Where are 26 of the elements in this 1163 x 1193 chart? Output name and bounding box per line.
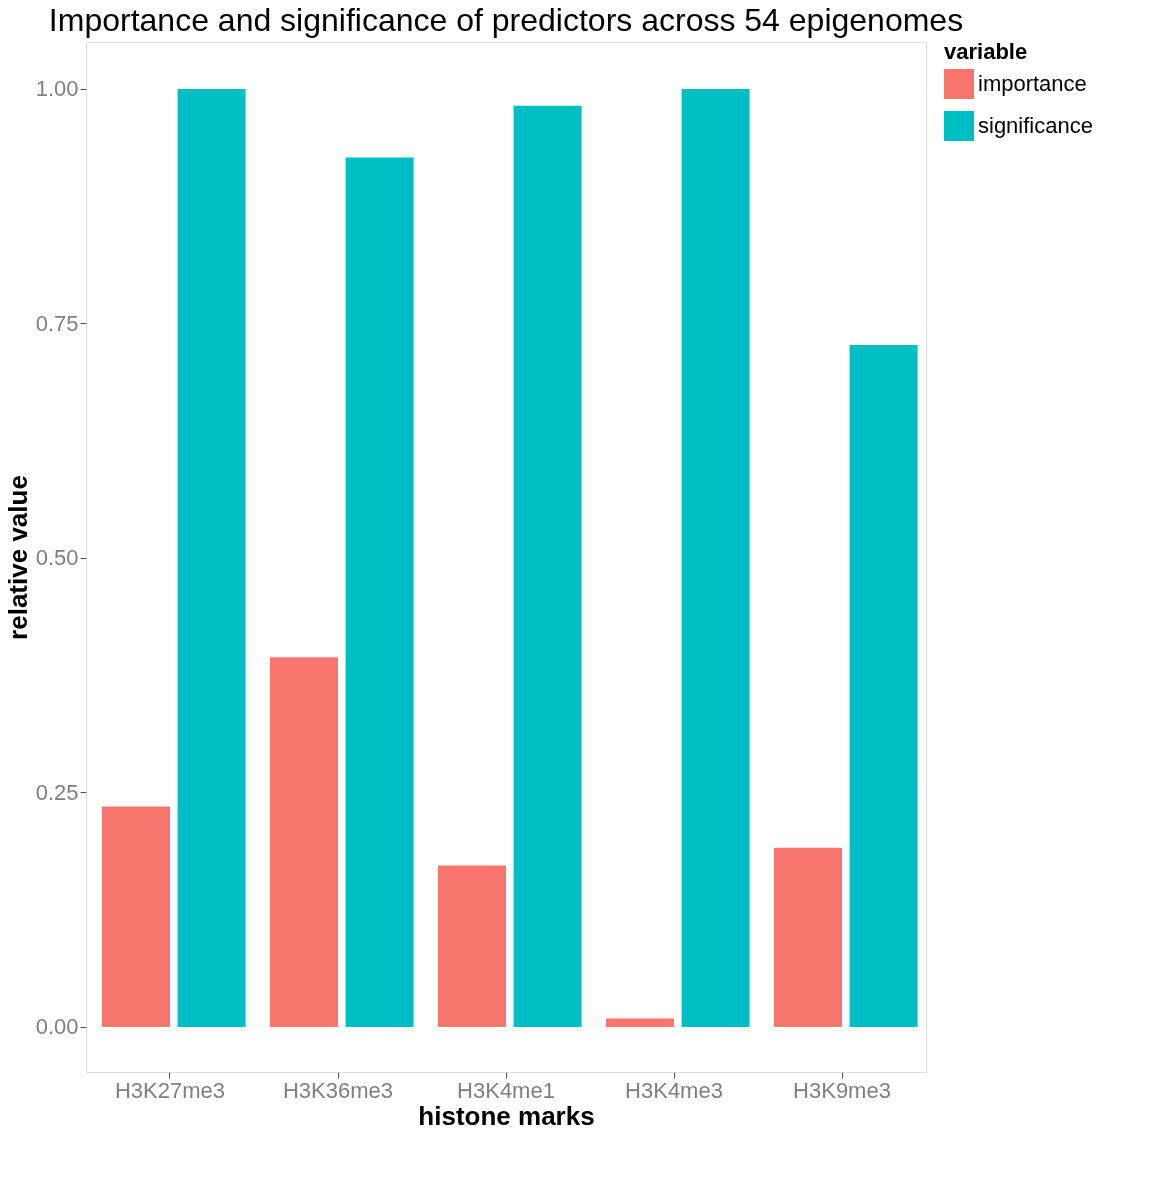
- chart-title: Importance and significance of predictors across 54 epigenomes: [48, 2, 964, 38]
- legend-label: importance: [978, 71, 1087, 96]
- y-tick-label: 0.00: [35, 1014, 79, 1040]
- legend-title: variable: [944, 39, 1028, 64]
- legend-label: significance: [978, 113, 1093, 138]
- y-tick-label: 0.75: [35, 310, 79, 336]
- bar: [849, 345, 918, 1027]
- x-tick-label: H3K36me3: [282, 1077, 394, 1103]
- bar: [177, 88, 246, 1027]
- y-tick-label: 0.50: [35, 545, 79, 571]
- y-axis-title: relative value: [2, 475, 33, 640]
- bar: [437, 865, 506, 1027]
- x-tick-label: H3K4me1: [457, 1077, 555, 1103]
- x-axis-title: histone marks: [418, 1100, 595, 1131]
- bar: [345, 157, 414, 1027]
- x-tick-label: H3K9me3: [793, 1077, 891, 1103]
- y-tick-label: 0.25: [35, 779, 79, 805]
- bar: [269, 657, 338, 1027]
- bar: [101, 806, 170, 1027]
- x-tick-label: H3K4me3: [625, 1077, 723, 1103]
- x-tick-label: H3K27me3: [114, 1077, 226, 1103]
- y-tick-label: 1.00: [35, 76, 79, 102]
- bar: [513, 105, 582, 1027]
- bar: [773, 847, 842, 1027]
- bar: [681, 88, 750, 1027]
- bar: [605, 1018, 674, 1027]
